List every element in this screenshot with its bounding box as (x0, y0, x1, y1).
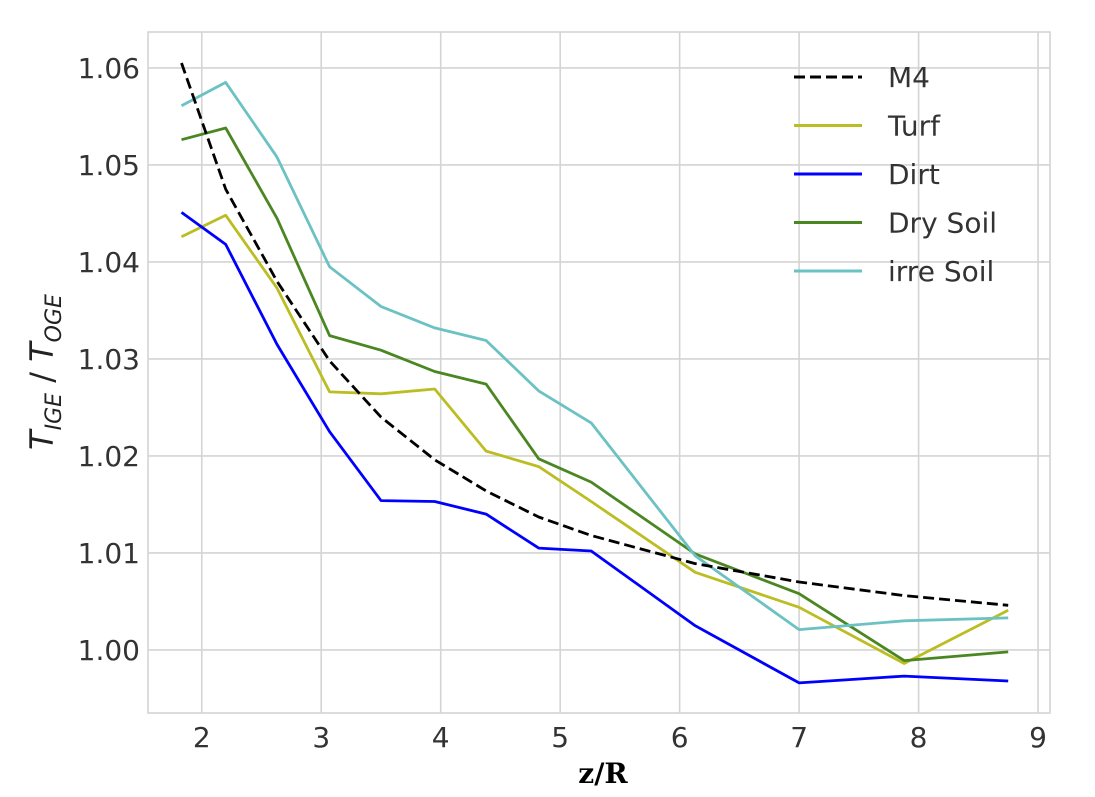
x-tick-label: 7 (790, 721, 808, 754)
legend-label: Turf (887, 110, 941, 143)
grid-lines (148, 32, 1050, 713)
series-layer (180, 62, 1009, 685)
x-tick-label: 4 (432, 721, 450, 754)
y-tick-label: 1.04 (78, 246, 140, 279)
x-tick-label: 5 (551, 721, 569, 754)
x-tick-label: 2 (193, 721, 211, 754)
x-tick-label: 8 (910, 721, 928, 754)
y-tick-label: 1.05 (78, 149, 140, 182)
series-line-dirt (180, 211, 1009, 685)
y-tick-label: 1.02 (78, 440, 140, 473)
x-tick-label: 3 (312, 721, 330, 754)
y-tick-label: 1.00 (78, 634, 140, 667)
series-line-dry-soil (181, 126, 1009, 662)
series-line-m4 (180, 62, 1009, 607)
y-tick-label: 1.06 (78, 52, 140, 85)
series-line-turf (180, 213, 1009, 665)
y-tick-label: 1.03 (78, 343, 140, 376)
y-tick-labels: 1.00 1.01 1.02 1.03 1.04 1.05 1.06 (78, 52, 140, 667)
legend-label: M4 (888, 61, 930, 94)
plot-area (147, 31, 1051, 714)
legend: M4 Turf Dirt Dry Soil irre Soil (794, 61, 997, 288)
series-line-irre-soil (180, 81, 1009, 631)
y-axis-label: TIGE / TOGE (23, 294, 67, 450)
x-tick-label: 6 (671, 721, 689, 754)
legend-label: irre Soil (888, 255, 994, 288)
x-axis-label: z/R (578, 757, 628, 790)
x-tick-labels: 2 3 4 5 6 7 8 9 (193, 721, 1047, 754)
x-tick-label: 9 (1029, 721, 1047, 754)
legend-label: Dirt (888, 158, 940, 191)
y-tick-label: 1.01 (78, 537, 140, 570)
legend-label: Dry Soil (888, 207, 997, 240)
